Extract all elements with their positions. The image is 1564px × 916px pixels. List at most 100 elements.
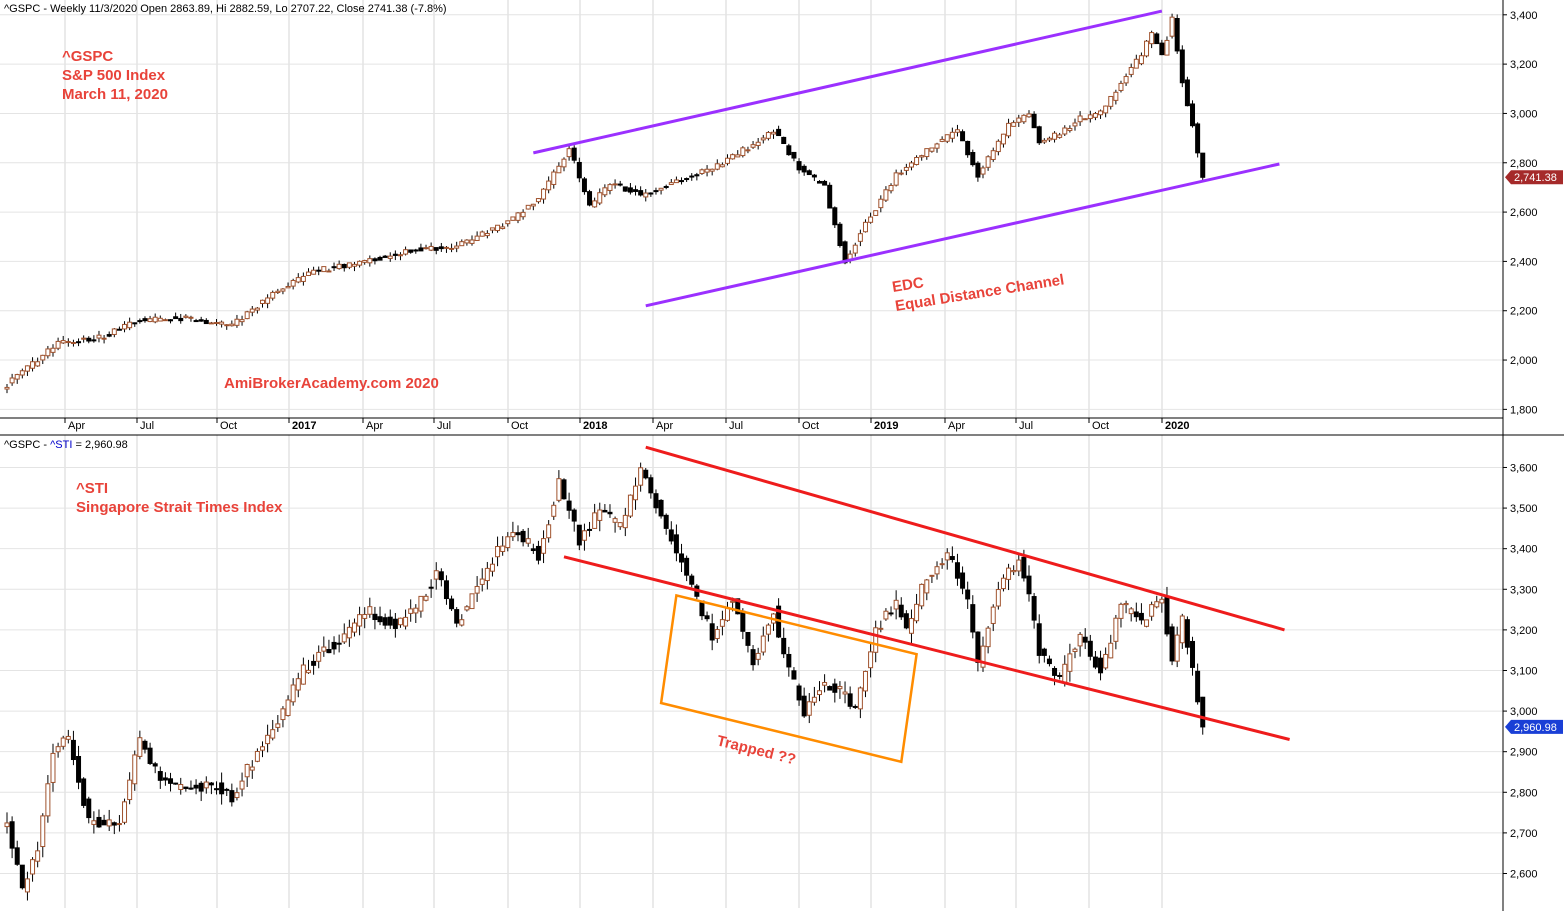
sti-candle-body — [127, 779, 133, 801]
sp500-candle-body — [730, 154, 736, 160]
sti-candle-body — [1103, 653, 1109, 669]
sp500-candle-body — [1144, 40, 1150, 57]
sp500-candle-body — [515, 212, 521, 221]
sti-candle-body — [423, 595, 429, 601]
sti-candle-body — [975, 631, 981, 663]
sti-candle-body — [321, 646, 327, 652]
sti-candle-body — [168, 778, 174, 784]
sti-candle-body — [837, 686, 843, 690]
sti-candle-body — [403, 616, 409, 627]
sti-candle-body — [183, 786, 189, 789]
sp500-candle-body — [295, 277, 301, 283]
sti-candle-body — [1077, 633, 1083, 647]
sp500-candle-body — [1052, 132, 1058, 140]
sp500-candle-body — [500, 226, 506, 230]
sp500-candle-body — [1057, 134, 1063, 138]
sp500-candle-body — [290, 279, 296, 287]
sti-candle-body — [208, 782, 214, 786]
sti-candle-body — [1174, 634, 1180, 662]
sti-candle-body — [1006, 567, 1012, 580]
sti-candle-body — [663, 514, 669, 529]
sti-candle-body — [714, 629, 720, 639]
xtick-label: Jul — [437, 420, 451, 432]
xtick-label: Apr — [656, 420, 673, 432]
sp500-candle-body — [9, 377, 15, 384]
sti-candle-body — [944, 552, 950, 561]
sp500-candle-body — [464, 239, 470, 244]
sti-candle-body — [392, 618, 398, 629]
edc-label-line-1: EDC — [891, 274, 925, 296]
sp500-candle-body — [14, 374, 20, 380]
sp500-candle-body — [372, 258, 378, 262]
sti-candle-body — [505, 536, 511, 549]
sti-candle-body — [454, 609, 460, 624]
sp500-candle-body — [449, 247, 455, 250]
sti-candle-body — [668, 529, 674, 542]
sti-candle-body — [653, 493, 659, 509]
sti-candle-body — [684, 557, 690, 576]
xtick-label: Oct — [802, 420, 819, 432]
sp500-candle-body — [326, 270, 332, 273]
sti-candle-body — [382, 617, 388, 626]
sti-candle-body — [198, 782, 204, 792]
sti-candle-body — [203, 781, 209, 789]
sp500-candle-body — [106, 334, 112, 337]
sti-candle-body — [673, 534, 679, 554]
watermark-text: AmiBrokerAcademy.com 2020 — [224, 375, 439, 392]
sti-candle-body — [546, 524, 552, 539]
sti-candle-body — [924, 579, 930, 594]
sti-candle-body — [265, 734, 271, 745]
sti-candle-body — [300, 664, 306, 685]
sti-candle-body — [305, 669, 311, 674]
sp500-candle-body — [673, 179, 679, 184]
sp500-candle-body — [760, 137, 766, 141]
top-ytick-label: 2,200 — [1510, 306, 1538, 318]
sp500-candle-body — [592, 200, 598, 208]
sti-candle-body — [796, 685, 802, 701]
sp500-candle-body — [837, 223, 843, 247]
sp500-candle-body — [781, 136, 787, 145]
sp500-candle-body — [1118, 82, 1124, 91]
sp500-candle-body — [699, 169, 705, 175]
sti-candle-body — [1067, 653, 1073, 672]
sti-candle-body — [1154, 601, 1160, 608]
sp500-candle-body — [597, 192, 603, 204]
sti-candle-body — [1149, 604, 1155, 617]
sti-channel-line — [645, 445, 1285, 632]
sti-candle-body — [633, 485, 639, 501]
sp500-candle-body — [459, 241, 465, 247]
sti-candle-body — [122, 801, 128, 823]
sp500-candle-body — [857, 233, 863, 242]
sp500-candle-body — [561, 158, 567, 168]
sp500-candle-body — [602, 187, 608, 196]
sti-candle-body — [280, 708, 286, 721]
sp500-candle-body — [1123, 76, 1129, 84]
sti-candle-body — [602, 509, 608, 513]
bottom-panel-header: ^GSPC - ^STI = 2,960.98 — [4, 439, 128, 451]
sp500-candle-body — [607, 184, 613, 191]
sti-candle-body — [214, 788, 220, 791]
sti-candle-body — [725, 608, 731, 621]
sti-candle-body — [397, 617, 403, 626]
sp500-candle-body — [331, 266, 337, 269]
sp500-candle-body — [684, 178, 690, 181]
sti-candle-body — [535, 545, 541, 561]
sp500-candle-body — [1031, 113, 1037, 129]
sti-candle-body — [735, 598, 741, 615]
sti-candle-body — [1057, 674, 1063, 677]
bottom-ytick-label: 2,900 — [1510, 747, 1538, 759]
xtick-label: 2020 — [1165, 420, 1189, 432]
sti-candle-body — [30, 859, 36, 875]
sp500-candle-body — [1021, 114, 1027, 123]
sp500-candle-body — [188, 316, 194, 319]
sp500-candle-body — [1138, 55, 1144, 65]
sp500-candle-body — [1108, 95, 1114, 107]
sp500-candle-body — [1006, 122, 1012, 137]
sti-candle-body — [939, 563, 945, 566]
sp500-candle-body — [791, 151, 797, 159]
sp500-candle-body — [254, 307, 260, 311]
sp500-candle-body — [1184, 79, 1190, 107]
xtick-label: Jul — [140, 420, 154, 432]
sp500-candle-body — [1133, 58, 1139, 69]
sp500-candle-body — [919, 155, 925, 158]
